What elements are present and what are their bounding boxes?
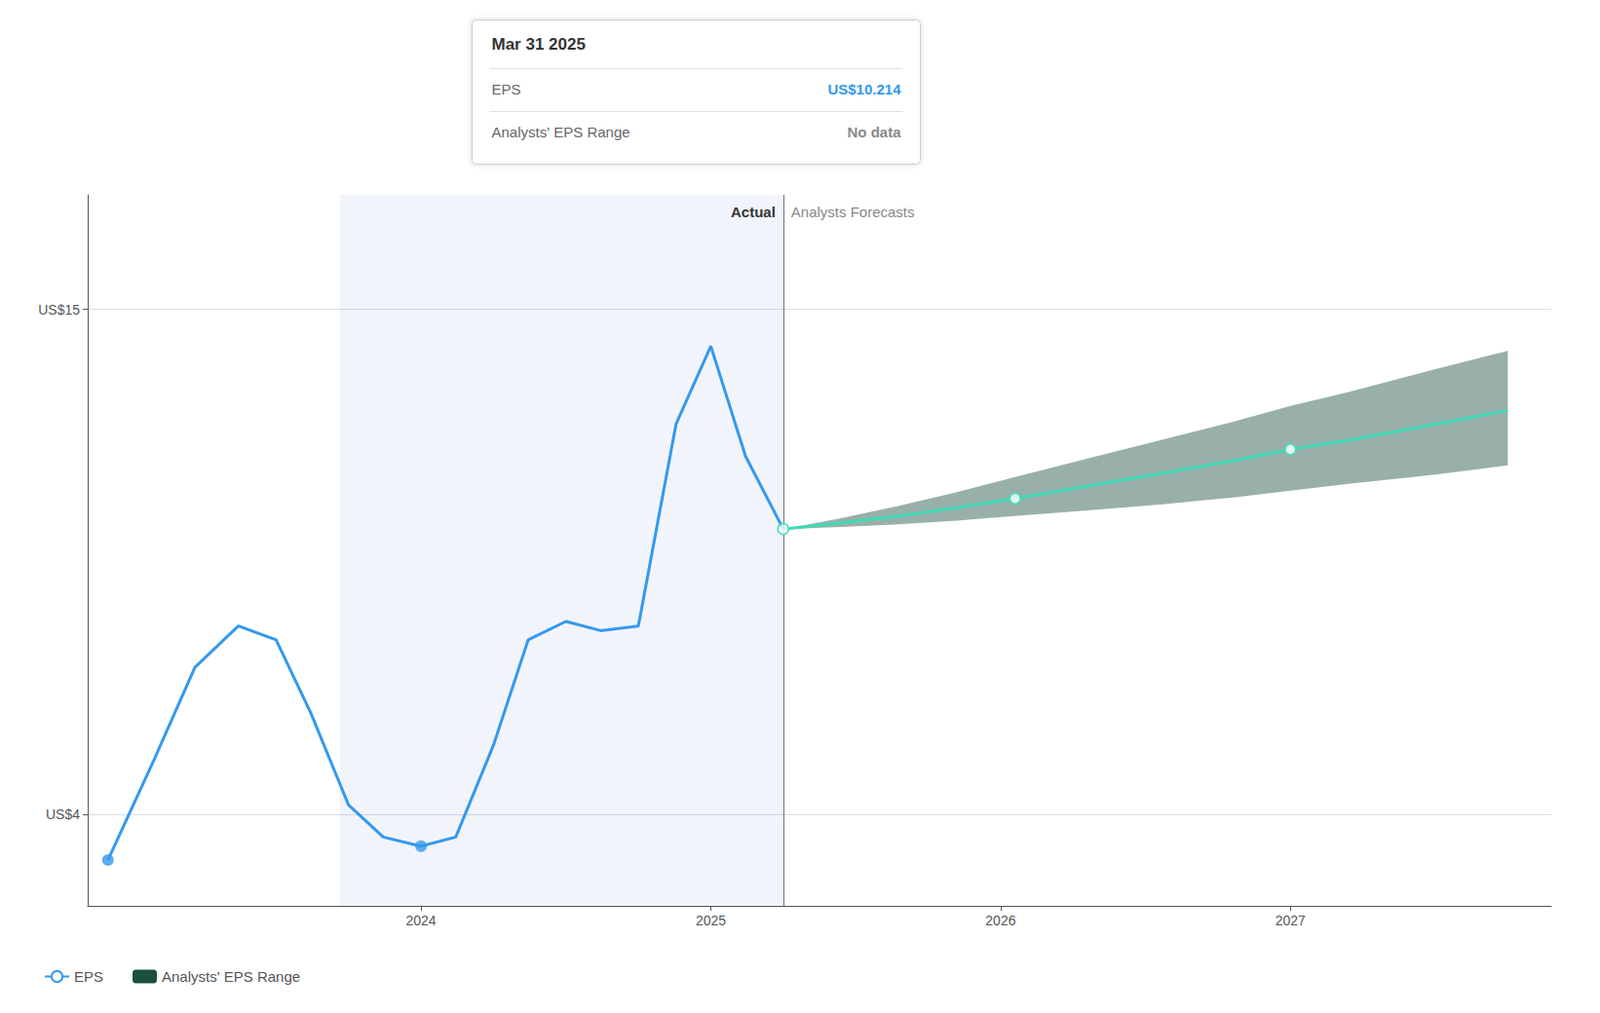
svg-text:US$15: US$15 xyxy=(38,302,80,318)
svg-text:EPS: EPS xyxy=(74,968,104,986)
svg-text:No data: No data xyxy=(846,123,902,141)
svg-text:Mar 31 2025: Mar 31 2025 xyxy=(492,35,586,54)
svg-text:Actual: Actual xyxy=(730,203,776,221)
svg-text:Analysts' EPS Range: Analysts' EPS Range xyxy=(161,968,301,986)
svg-text:2024: 2024 xyxy=(405,913,436,929)
svg-text:US$4: US$4 xyxy=(45,806,80,823)
svg-text:EPS: EPS xyxy=(492,80,522,98)
svg-text:US$10.214: US$10.214 xyxy=(827,80,902,98)
svg-text:2026: 2026 xyxy=(985,913,1016,929)
svg-text:2027: 2027 xyxy=(1275,913,1306,929)
svg-text:Analysts Forecasts: Analysts Forecasts xyxy=(791,203,915,221)
svg-text:Analysts' EPS Range: Analysts' EPS Range xyxy=(492,123,631,141)
svg-text:2025: 2025 xyxy=(695,913,726,929)
